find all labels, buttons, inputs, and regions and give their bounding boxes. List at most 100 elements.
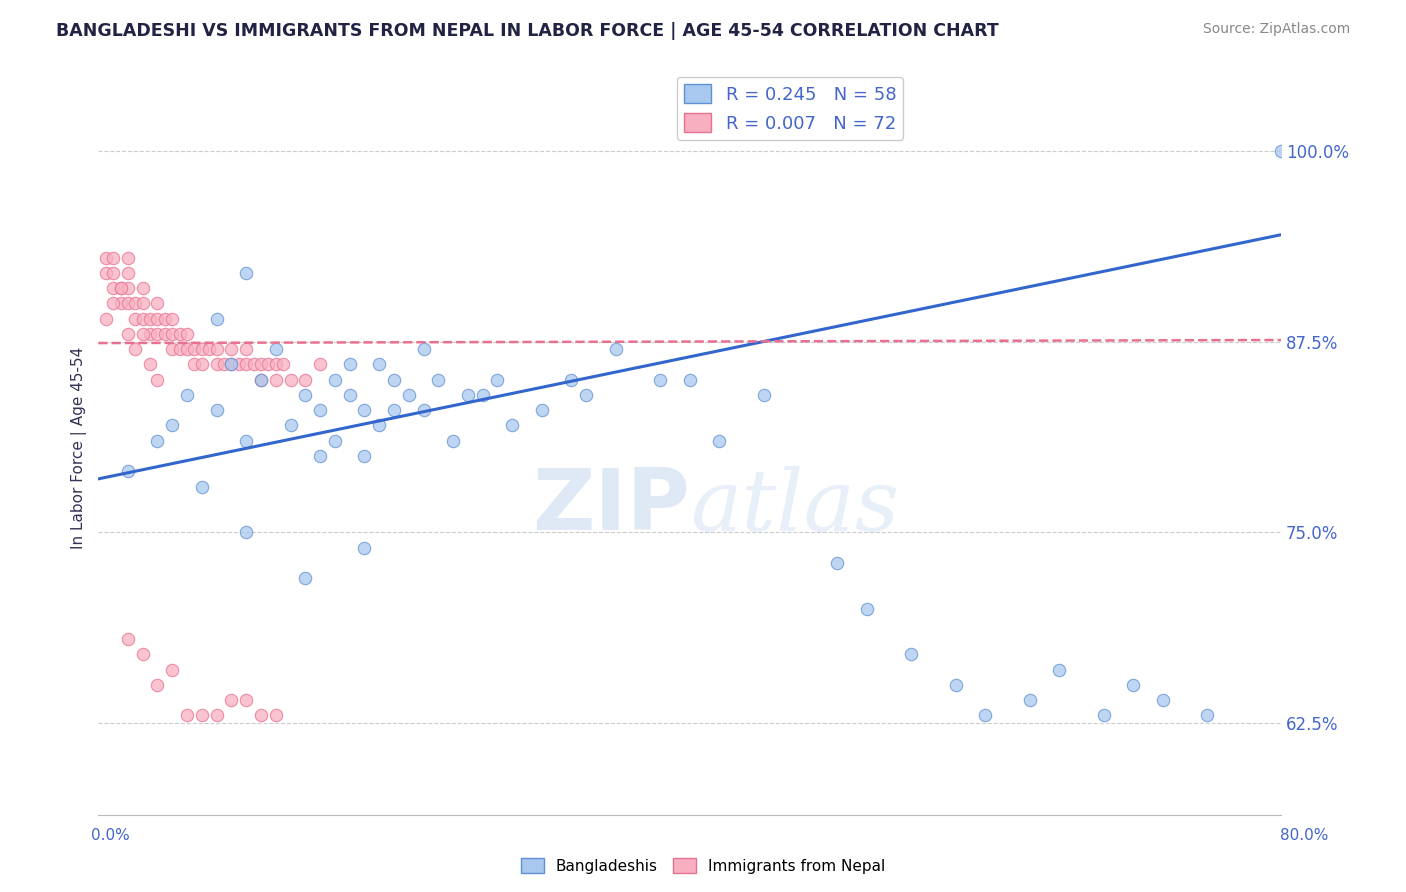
Point bbox=[368, 358, 391, 372]
Point bbox=[205, 342, 228, 356]
Point bbox=[146, 311, 169, 326]
Point bbox=[124, 296, 146, 310]
Point bbox=[945, 678, 967, 692]
Point bbox=[162, 342, 184, 356]
Point bbox=[117, 464, 139, 478]
Point bbox=[176, 708, 198, 723]
Point bbox=[124, 311, 146, 326]
Point bbox=[235, 358, 257, 372]
Point bbox=[353, 541, 375, 555]
Point bbox=[131, 648, 153, 662]
Point bbox=[271, 358, 294, 372]
Text: 0.0%: 0.0% bbox=[91, 828, 131, 843]
Point bbox=[235, 266, 257, 280]
Point bbox=[530, 403, 553, 417]
Point bbox=[183, 342, 205, 356]
Point bbox=[382, 373, 405, 387]
Point bbox=[441, 434, 464, 448]
Point bbox=[101, 281, 124, 295]
Point bbox=[191, 358, 214, 372]
Point bbox=[169, 342, 191, 356]
Point bbox=[427, 373, 450, 387]
Point bbox=[575, 388, 598, 402]
Point bbox=[176, 326, 198, 341]
Point bbox=[752, 388, 775, 402]
Point bbox=[486, 373, 509, 387]
Point bbox=[162, 418, 184, 433]
Point bbox=[110, 296, 132, 310]
Point bbox=[353, 449, 375, 463]
Point bbox=[323, 373, 346, 387]
Point bbox=[294, 388, 316, 402]
Legend: R = 0.245   N = 58, R = 0.007   N = 72: R = 0.245 N = 58, R = 0.007 N = 72 bbox=[676, 77, 904, 140]
Point bbox=[1047, 663, 1070, 677]
Point bbox=[221, 358, 243, 372]
Point bbox=[827, 556, 849, 570]
Point bbox=[309, 449, 332, 463]
Point bbox=[280, 373, 302, 387]
Point bbox=[398, 388, 420, 402]
Point bbox=[294, 571, 316, 585]
Point bbox=[139, 358, 162, 372]
Point bbox=[176, 388, 198, 402]
Point bbox=[117, 251, 139, 265]
Point bbox=[353, 403, 375, 417]
Legend: Bangladeshis, Immigrants from Nepal: Bangladeshis, Immigrants from Nepal bbox=[515, 852, 891, 880]
Point bbox=[294, 373, 316, 387]
Point bbox=[153, 326, 176, 341]
Point bbox=[162, 311, 184, 326]
Point bbox=[709, 434, 731, 448]
Point bbox=[124, 342, 146, 356]
Point bbox=[183, 358, 205, 372]
Point bbox=[235, 434, 257, 448]
Point bbox=[228, 358, 250, 372]
Point bbox=[257, 358, 280, 372]
Point bbox=[169, 326, 191, 341]
Point bbox=[139, 326, 162, 341]
Point bbox=[900, 648, 922, 662]
Point bbox=[191, 479, 214, 493]
Point bbox=[339, 358, 361, 372]
Point bbox=[250, 708, 273, 723]
Point bbox=[205, 403, 228, 417]
Point bbox=[974, 708, 997, 723]
Point bbox=[368, 418, 391, 433]
Point bbox=[131, 296, 153, 310]
Point bbox=[162, 663, 184, 677]
Point bbox=[235, 693, 257, 707]
Point bbox=[309, 403, 332, 417]
Point bbox=[235, 525, 257, 540]
Point bbox=[264, 373, 287, 387]
Point bbox=[242, 358, 264, 372]
Point bbox=[117, 296, 139, 310]
Point bbox=[101, 296, 124, 310]
Point bbox=[856, 601, 879, 615]
Point bbox=[471, 388, 494, 402]
Point bbox=[1152, 693, 1174, 707]
Point bbox=[117, 326, 139, 341]
Point bbox=[146, 296, 169, 310]
Text: atlas: atlas bbox=[690, 466, 898, 549]
Point bbox=[264, 358, 287, 372]
Point bbox=[131, 326, 153, 341]
Point bbox=[117, 281, 139, 295]
Point bbox=[131, 281, 153, 295]
Point bbox=[198, 342, 221, 356]
Point bbox=[412, 342, 434, 356]
Point bbox=[162, 326, 184, 341]
Point bbox=[264, 342, 287, 356]
Point bbox=[139, 311, 162, 326]
Point bbox=[146, 434, 169, 448]
Point bbox=[605, 342, 627, 356]
Text: Source: ZipAtlas.com: Source: ZipAtlas.com bbox=[1202, 22, 1350, 37]
Point bbox=[457, 388, 479, 402]
Point bbox=[94, 311, 117, 326]
Point bbox=[110, 281, 132, 295]
Text: ZIP: ZIP bbox=[531, 466, 690, 549]
Point bbox=[412, 403, 434, 417]
Point bbox=[110, 281, 132, 295]
Point bbox=[205, 311, 228, 326]
Point bbox=[280, 418, 302, 433]
Point bbox=[250, 358, 273, 372]
Text: BANGLADESHI VS IMMIGRANTS FROM NEPAL IN LABOR FORCE | AGE 45-54 CORRELATION CHAR: BANGLADESHI VS IMMIGRANTS FROM NEPAL IN … bbox=[56, 22, 1000, 40]
